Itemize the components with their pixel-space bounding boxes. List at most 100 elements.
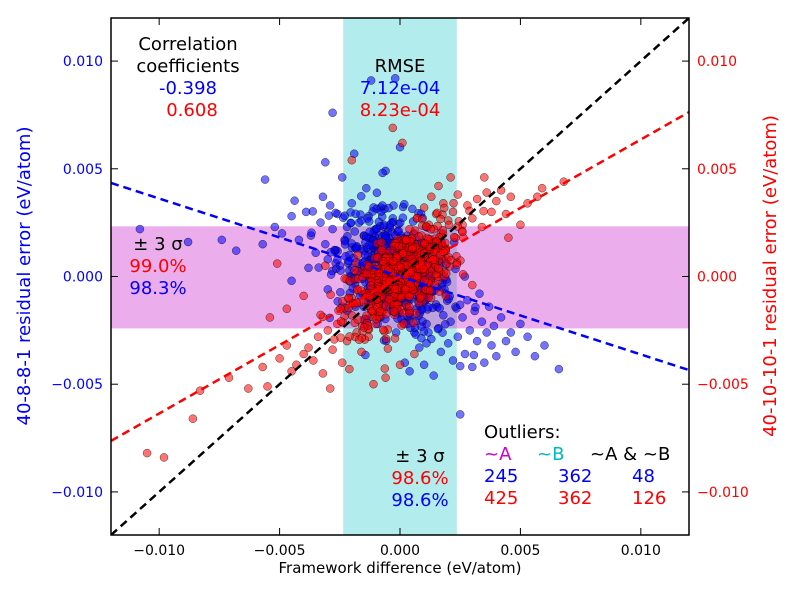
red-point — [336, 333, 345, 342]
red-point — [482, 188, 491, 197]
red-point — [487, 207, 496, 217]
red-point — [409, 318, 418, 328]
blue-point — [387, 218, 396, 228]
blue-point — [472, 336, 482, 346]
outliers-blue-a: 245 — [484, 466, 518, 487]
blue-point — [336, 287, 345, 297]
blue-point — [365, 240, 374, 250]
blue-point — [398, 213, 408, 222]
red-point — [362, 311, 371, 320]
red-point — [396, 263, 406, 272]
red-point — [480, 173, 489, 182]
red-point — [377, 245, 387, 255]
blue-point — [336, 266, 345, 275]
red-point — [405, 308, 414, 318]
red-point — [395, 360, 405, 370]
red-point — [304, 343, 313, 352]
blue-point — [378, 201, 387, 210]
red-point — [282, 304, 292, 314]
red-point — [479, 206, 488, 216]
x-axis-label: Framework difference (eV/atom) — [279, 559, 522, 577]
blue-point — [487, 341, 496, 350]
red-point — [344, 293, 353, 303]
blue-point — [435, 304, 444, 313]
red-point — [419, 203, 429, 212]
red-point — [265, 313, 275, 322]
blue-point — [400, 199, 409, 209]
blue-point — [468, 362, 477, 372]
blue-point — [350, 227, 359, 236]
blue-point — [523, 332, 532, 342]
blue-point — [455, 300, 465, 310]
rmse-red: 8.23e-04 — [360, 100, 441, 121]
red-point — [381, 334, 391, 344]
red-point — [313, 332, 323, 342]
outliers-title: Outliers: — [484, 422, 561, 443]
fit-red-line — [111, 111, 689, 442]
red-point — [309, 356, 318, 365]
red-point — [354, 335, 364, 345]
red-point — [458, 270, 468, 279]
blue-point — [356, 191, 366, 201]
blue-point — [482, 328, 491, 337]
y-tick-label-left: 0.010 — [63, 54, 103, 70]
blue-point — [460, 349, 470, 359]
blue-point — [540, 341, 549, 350]
blue-point — [372, 224, 382, 233]
plot-area — [111, 18, 689, 535]
blue-point — [308, 207, 318, 216]
blue-point — [277, 229, 287, 238]
red-point — [444, 220, 454, 230]
y-axis-label-left: 40-8-8-1 residual error (eV/atom) — [14, 127, 35, 426]
blue-point — [439, 311, 448, 320]
red-point — [353, 250, 363, 260]
blue-point — [448, 356, 458, 365]
blue-point — [328, 224, 337, 234]
rmse-annotation: RMSE 7.12e-04 8.23e-04 — [360, 56, 441, 121]
y-axis-label-right: 40-10-10-1 residual error (eV/atom) — [760, 115, 781, 437]
x-tick-label: 0.000 — [380, 543, 420, 559]
red-point — [372, 314, 381, 324]
red-point — [188, 414, 198, 423]
sigma-left-label: ± 3 σ — [133, 234, 182, 255]
red-point — [426, 225, 436, 234]
outliers-red-ab: 126 — [632, 488, 666, 509]
red-point — [350, 266, 359, 275]
red-point — [244, 384, 253, 393]
red-point — [436, 214, 445, 224]
blue-point — [287, 211, 296, 221]
blue-point — [307, 228, 316, 237]
y-tick-label-right: −0.010 — [697, 485, 749, 501]
blue-point — [372, 188, 382, 198]
red-point — [458, 227, 467, 237]
blue-point — [433, 324, 443, 334]
red-point — [468, 280, 477, 290]
red-point — [390, 334, 400, 343]
red-point — [389, 257, 398, 266]
blue-point — [363, 214, 372, 223]
outliers-red-a: 425 — [484, 488, 518, 509]
rmse-title: RMSE — [375, 56, 426, 77]
blue-point — [492, 351, 501, 361]
blue-point — [415, 343, 424, 352]
red-point — [452, 260, 462, 270]
blue-point — [419, 360, 429, 370]
red-point — [325, 384, 335, 393]
y-tick-label-left: −0.010 — [51, 485, 103, 501]
red-point — [405, 292, 414, 301]
correlation-title-line1: Correlation — [138, 34, 237, 55]
red-point — [377, 237, 386, 247]
red-point — [328, 345, 337, 354]
red-point — [448, 207, 458, 217]
blue-point — [511, 347, 520, 357]
y-tick-label-left: −0.005 — [51, 377, 103, 393]
red-point — [410, 226, 420, 235]
blue-point — [455, 410, 465, 419]
blue-point — [436, 347, 446, 357]
red-point — [326, 290, 335, 299]
red-point — [398, 249, 408, 258]
red-point — [410, 349, 419, 359]
red-point — [453, 190, 463, 199]
red-point — [318, 369, 328, 378]
red-point — [369, 379, 378, 389]
